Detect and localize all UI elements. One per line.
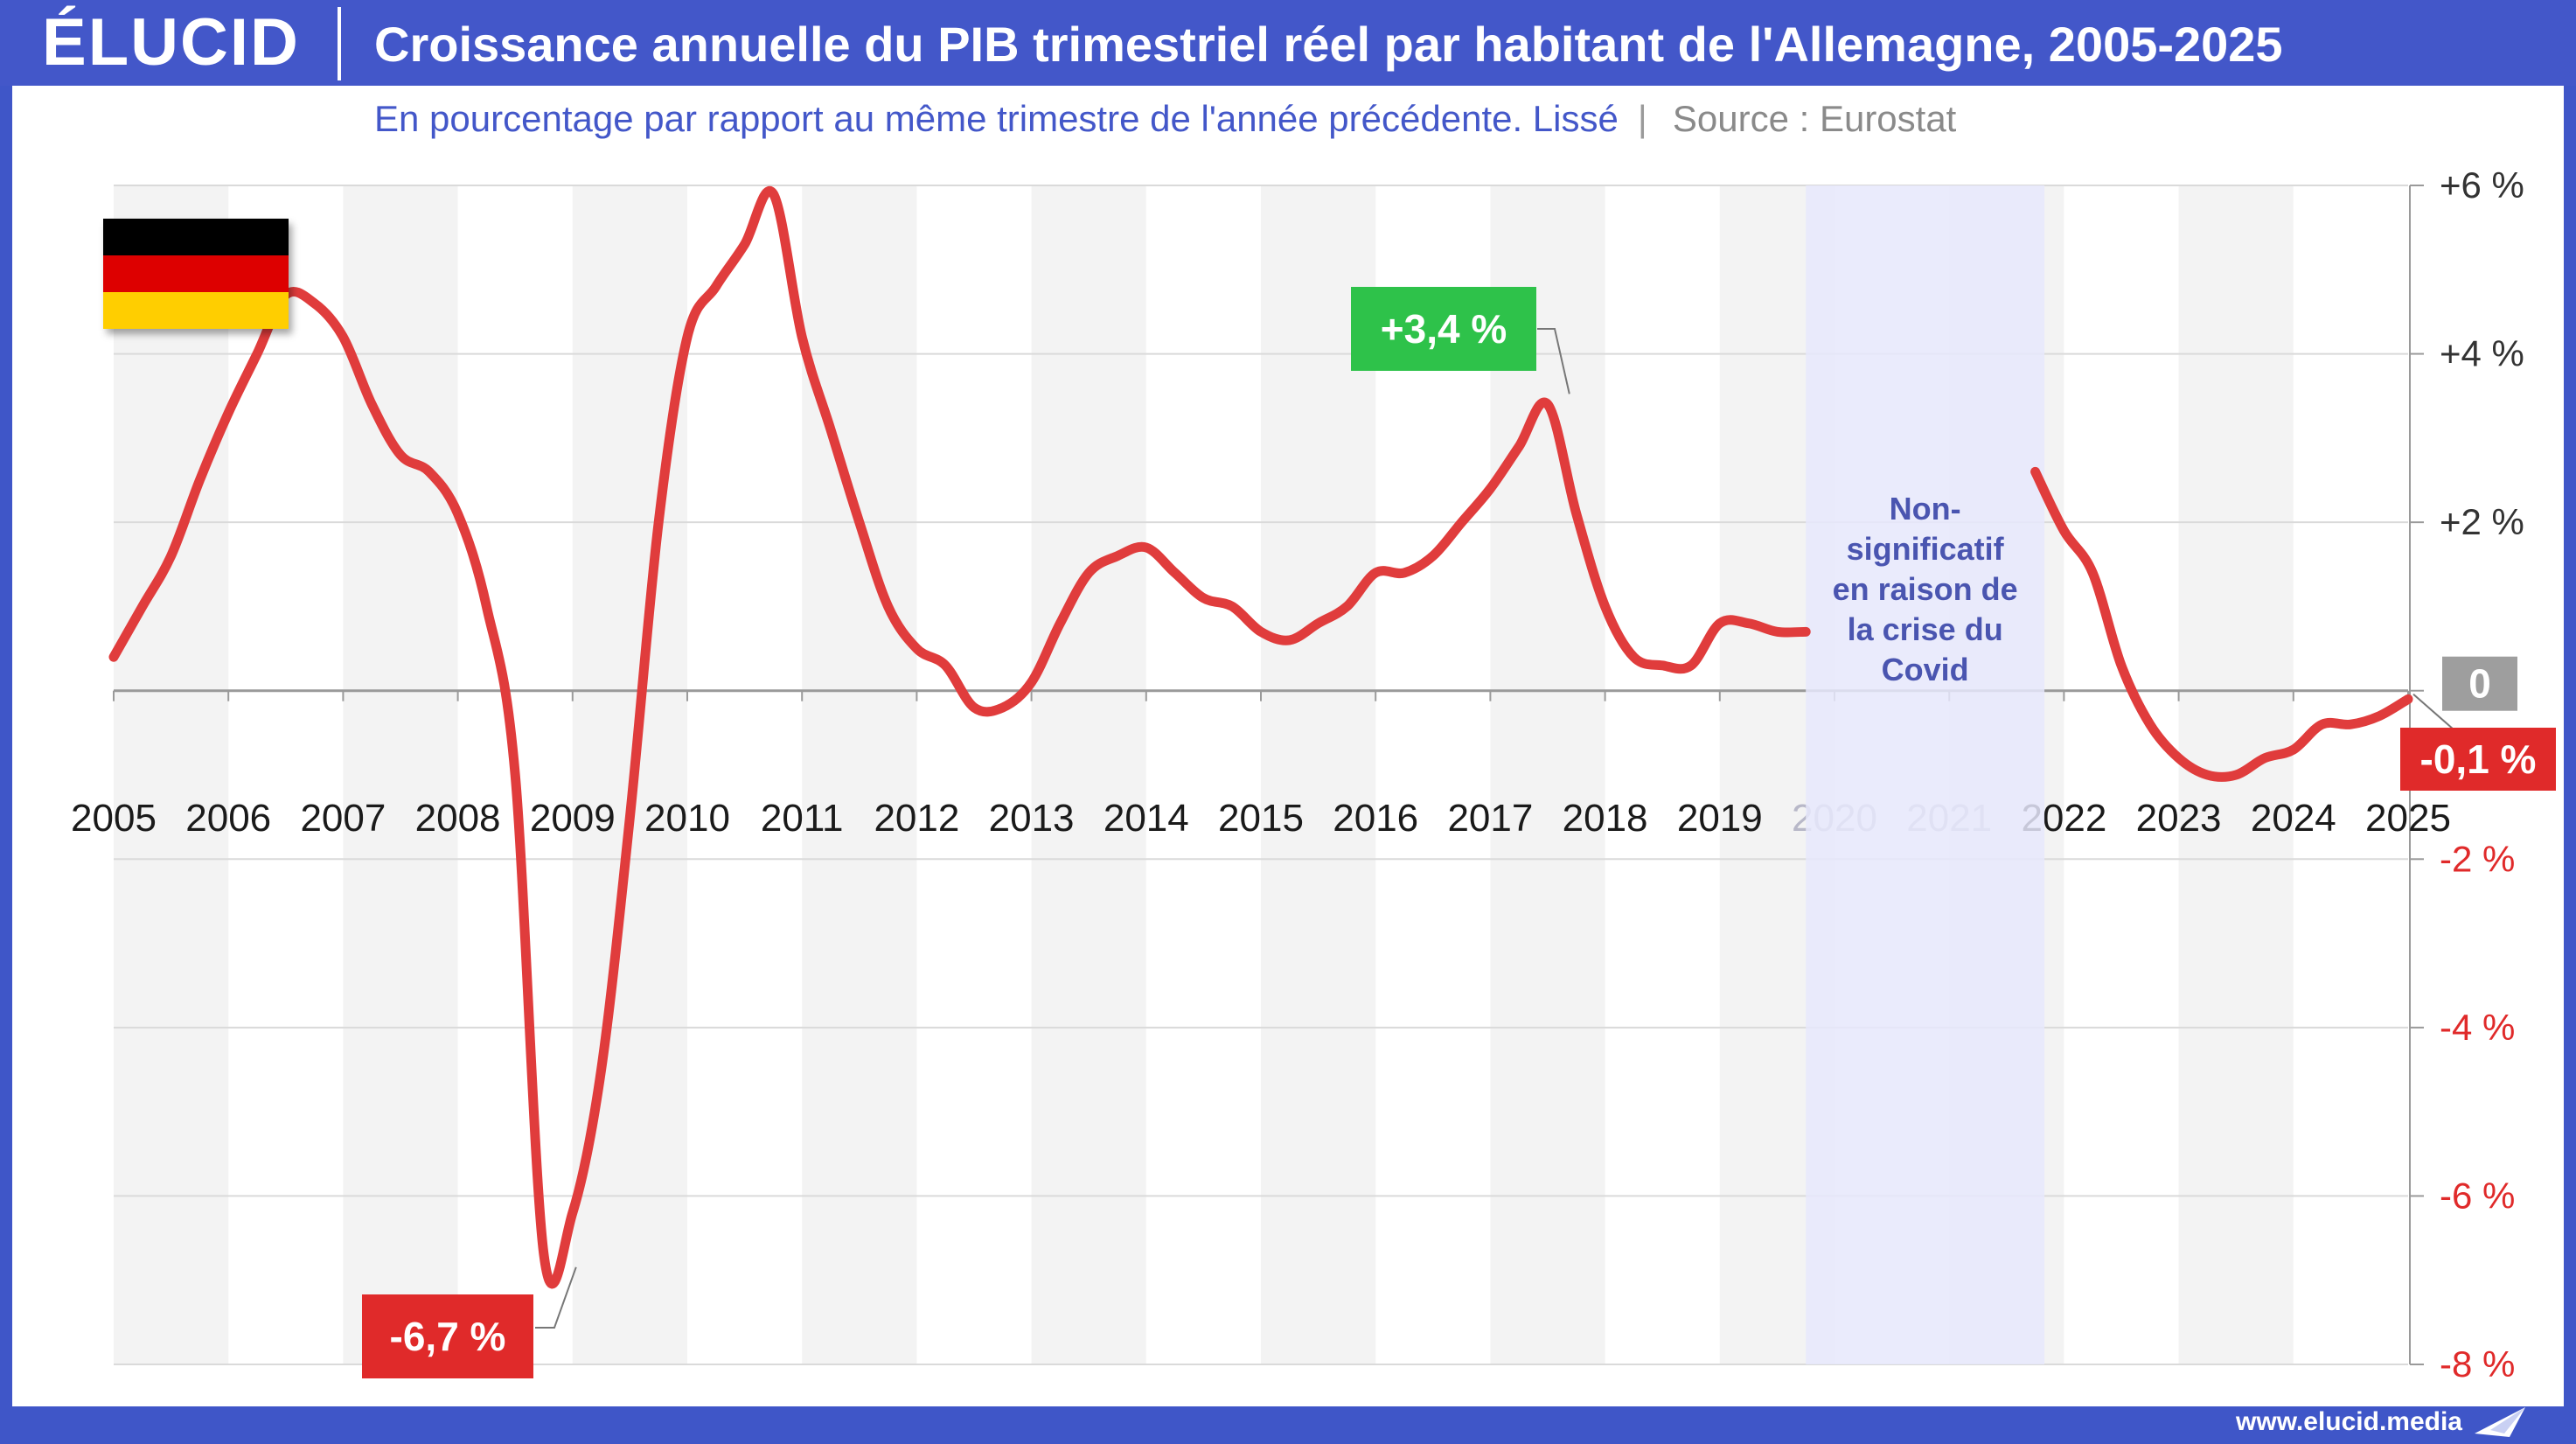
zero-label-box [2442,656,2517,711]
y-tick-label: +4 % [2440,333,2524,374]
chart-panel: En pourcentage par rapport au même trime… [12,86,2564,1406]
min-leader [535,1266,577,1329]
x-tick-label: 2014 [1104,797,1189,840]
max-leader [1537,328,1570,394]
x-tick-label: 2019 [1677,797,1763,840]
min-label-box [362,1294,533,1378]
header-divider [338,7,341,80]
last-label-box [2400,728,2556,791]
year-band [1031,185,1146,1364]
chart-source: Source : Eurostat [1673,98,1957,139]
x-tick-label: 2008 [415,797,501,840]
covid-note-line: significatif [1847,531,2005,567]
flag-stripe-red [103,255,289,292]
year-band [802,185,917,1364]
y-tick-label: +2 % [2440,501,2524,542]
x-tick-label: 2013 [989,797,1075,840]
x-tick-label: 2016 [1333,797,1418,840]
flag-stripe-gold [103,292,289,329]
x-tick-label: 2018 [1563,797,1648,840]
last-leader [2412,693,2454,730]
y-tick-label: +6 % [2440,164,2524,206]
covid-note-line: Covid [1882,652,1969,687]
flag-stripe-black [103,219,289,255]
x-tick-label: 2024 [2251,797,2336,840]
x-tick-label: 2009 [530,797,616,840]
year-band [343,185,458,1364]
x-tick-label: 2006 [185,797,271,840]
x-tick-label: 2005 [71,797,157,840]
max-label: +3,4 % [1381,306,1507,352]
x-tick-label: 2025 [2365,797,2451,840]
x-tick-label: 2012 [874,797,959,840]
x-tick-label: 2017 [1447,797,1533,840]
series-segment [108,186,1811,1289]
x-tick-label: 2007 [300,797,386,840]
x-tick-label: 2010 [644,797,730,840]
annotations: +3,4 % -6,7 % 0 -0,1 % [362,287,2556,1378]
max-label-box [1351,287,1536,371]
x-tick-label: 2011 [761,797,844,840]
y-tick-label: -2 % [2440,838,2515,879]
y-tick-label: -4 % [2440,1007,2515,1048]
series-segment [2030,466,2413,782]
germany-flag-icon [103,219,289,329]
chart-subtitle: En pourcentage par rapport au même trime… [374,98,1619,139]
covid-band-rect [1806,185,2045,1364]
subtitle-separator: | [1638,98,1647,139]
y-axis-ticks: +6 % +4 % +2 % -2 % -4 % -6 % -8 % [2440,164,2524,1385]
covid-note-line: la crise du [1848,611,2003,647]
y-tick-label: -8 % [2440,1343,2515,1385]
header-bar: ÉLUCID Croissance annuelle du PIB trimes… [0,0,2576,86]
covid-band: Non-significatif en raison de la crise du C… [1806,185,2045,1364]
x-axis-ticks: 2005 2006 2007 2008 2009 2010 2011 2012 2013 2014… [71,797,2451,840]
elucid-logo: ÉLUCID [42,5,300,80]
covid-note-line: en raison de [1833,571,2018,607]
covid-note-line: Non- [1890,491,1961,527]
year-band [114,185,229,1364]
footer-url: www.elucid.media [2236,1407,2462,1436]
chart-title: Croissance annuelle du PIB trimestriel r… [374,17,2283,72]
last-label: -0,1 % [2420,736,2537,782]
x-tick-label: 2023 [2136,797,2222,840]
series-line [108,186,2413,1289]
zero-label: 0 [2468,661,2491,707]
year-band [1490,185,1605,1364]
paper-plane-icon [2475,1407,2525,1437]
y-tick-label: -6 % [2440,1175,2515,1216]
x-tick-label: 2015 [1218,797,1304,840]
line-chart: En pourcentage par rapport au même trime… [71,98,2556,1385]
year-band [1261,185,1376,1364]
min-label: -6,7 % [390,1314,506,1359]
